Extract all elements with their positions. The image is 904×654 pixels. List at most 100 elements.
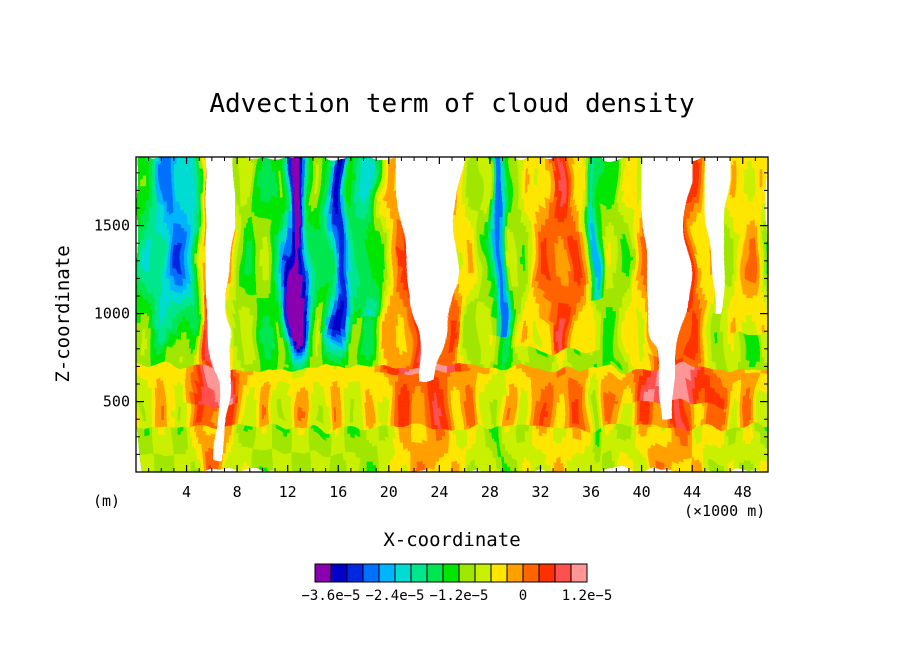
field-cell <box>477 405 482 410</box>
field-cell <box>192 440 203 445</box>
field-cell <box>205 335 210 340</box>
field-cell <box>278 297 282 302</box>
field-cell <box>676 321 690 326</box>
field-cell <box>331 272 336 277</box>
field-cell <box>208 409 216 414</box>
field-cell <box>325 426 333 431</box>
field-cell <box>319 346 327 351</box>
field-cell <box>568 416 573 421</box>
field-cell <box>322 423 330 428</box>
field-cell <box>549 423 554 428</box>
field-cell <box>508 276 516 281</box>
field-cell <box>202 276 207 281</box>
field-cell <box>739 349 744 354</box>
field-cell <box>603 335 617 340</box>
field-cell <box>227 370 232 375</box>
field-cell <box>186 283 191 288</box>
field-cell <box>151 332 156 337</box>
field-cell <box>477 276 482 281</box>
field-cell <box>319 325 324 330</box>
field-cell <box>632 286 636 291</box>
field-cell <box>480 297 491 302</box>
field-cell <box>628 384 636 389</box>
field-cell <box>395 423 399 428</box>
field-cell <box>549 353 554 358</box>
field-cell <box>186 377 194 382</box>
field-cell <box>493 290 497 295</box>
field-cell <box>237 402 241 407</box>
field-cell <box>644 395 655 400</box>
field-cell <box>306 346 311 351</box>
field-cell <box>591 269 598 274</box>
field-cell <box>136 437 153 442</box>
field-cell <box>701 465 706 470</box>
field-cell <box>243 269 248 274</box>
field-cell <box>275 461 292 466</box>
field-cell <box>689 297 700 302</box>
field-cell <box>531 398 535 403</box>
field-cell <box>761 356 768 361</box>
field-cell <box>183 283 188 288</box>
field-cell <box>312 290 327 295</box>
field-cell <box>726 412 737 417</box>
field-cell <box>237 370 245 375</box>
field-cell <box>692 430 706 435</box>
field-cell <box>192 444 203 449</box>
field-cell <box>303 300 308 305</box>
field-cell <box>638 416 643 421</box>
field-cell <box>186 279 191 284</box>
field-cell <box>455 297 463 302</box>
field-cell <box>249 311 257 316</box>
field-cell <box>350 402 355 407</box>
field-cell <box>136 367 188 372</box>
field-cell <box>613 402 621 407</box>
field-cell <box>496 307 504 312</box>
field-cell <box>256 286 273 291</box>
field-cell <box>287 342 292 347</box>
field-cell <box>142 346 150 351</box>
field-cell <box>300 325 305 330</box>
field-cell <box>613 416 621 421</box>
field-cell <box>322 395 330 400</box>
field-cell <box>505 290 510 295</box>
field-cell <box>230 304 238 309</box>
field-cell <box>196 342 200 347</box>
field-cell <box>755 430 760 435</box>
field-cell <box>322 325 327 330</box>
field-cell <box>641 356 649 361</box>
field-cell <box>414 342 418 347</box>
field-cell <box>439 363 456 368</box>
field-cell <box>458 311 463 316</box>
field-cell <box>312 346 317 351</box>
field-cell <box>489 307 494 312</box>
field-cell <box>568 391 583 396</box>
field-cell <box>363 321 374 326</box>
field-cell <box>325 349 330 354</box>
field-cell <box>452 437 466 442</box>
field-cell <box>515 416 519 421</box>
field-cell <box>505 325 510 330</box>
field-cell <box>306 409 311 414</box>
field-cell <box>335 279 339 284</box>
field-cell <box>433 465 450 470</box>
field-cell <box>689 283 693 288</box>
field-cell <box>692 395 700 400</box>
field-cell <box>281 346 286 351</box>
field-cell <box>199 297 203 302</box>
field-cell <box>363 349 374 354</box>
field-cell <box>306 388 314 393</box>
field-cell <box>369 293 377 298</box>
field-cell <box>196 276 200 281</box>
field-cell <box>373 311 377 316</box>
field-cell <box>287 286 292 291</box>
field-cell <box>695 279 719 284</box>
field-cell <box>515 360 523 365</box>
field-cell <box>499 405 504 410</box>
field-cell <box>603 461 617 466</box>
field-cell <box>568 342 573 347</box>
field-cell <box>170 454 200 459</box>
field-cell <box>739 279 744 284</box>
field-cell <box>594 339 602 344</box>
field-cell <box>205 321 210 326</box>
field-cell <box>136 430 143 435</box>
